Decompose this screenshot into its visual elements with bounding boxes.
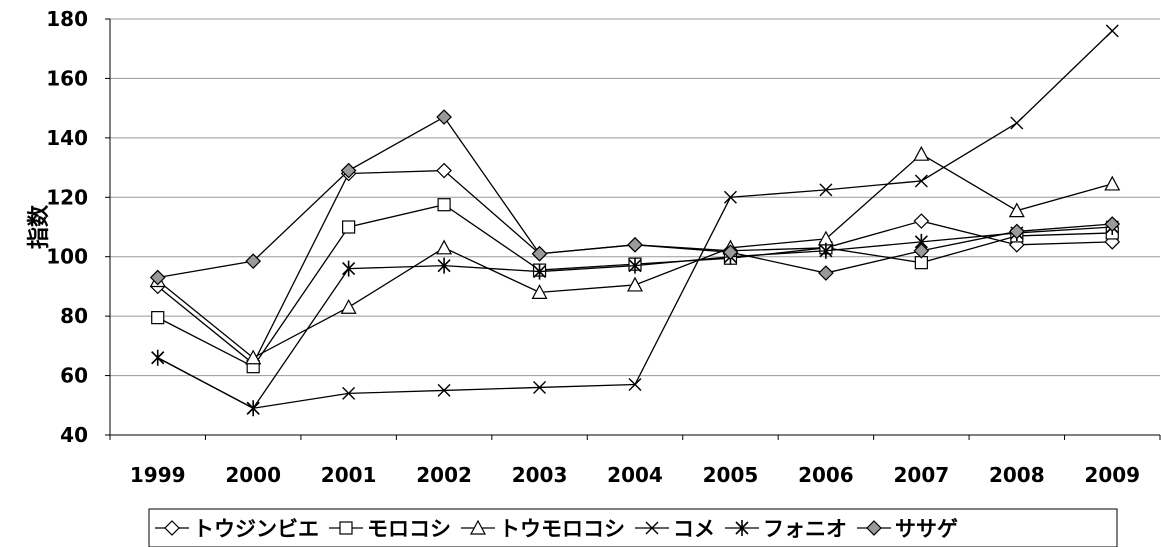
data-point: [913, 242, 930, 259]
legend-label: モロコシ: [367, 517, 451, 541]
y-tick-label: 60: [60, 364, 88, 388]
data-point: [1104, 175, 1121, 191]
data-point: [1010, 116, 1024, 130]
x-tick-label: 1999: [130, 463, 186, 487]
data-point: [342, 220, 356, 234]
legend-label: トウジンビエ: [193, 517, 319, 541]
legend-label: フォニオ: [763, 517, 847, 541]
data-point: [531, 245, 548, 262]
legend-item: コメ: [635, 517, 715, 541]
x-tick-label: 2008: [989, 463, 1045, 487]
data-point: [342, 386, 356, 400]
data-point: [723, 190, 737, 204]
data-point: [819, 183, 833, 197]
y-tick-labels: 40 60 80 100 120 140 160 180: [46, 7, 88, 447]
data-point: [722, 244, 739, 261]
x-tick-label: 2007: [894, 463, 950, 487]
data-point: [531, 284, 548, 299]
axes: [105, 18, 1161, 440]
y-tick-label: 140: [46, 126, 88, 150]
y-tick-label: 160: [46, 66, 88, 90]
data-point: [151, 349, 165, 366]
data-point: [246, 400, 260, 417]
data-point: [436, 239, 453, 255]
x-tick-label: 2004: [607, 463, 663, 487]
data-point: [1104, 216, 1121, 232]
legend-box: [148, 508, 1118, 547]
data-point: [819, 242, 833, 259]
data-point: [818, 265, 834, 281]
series-line: [157, 226, 1113, 410]
series-line: [157, 153, 1113, 359]
x-tick-labels: 1999 2000 2001 2002 2003 2004 2005 2006 2007 2008…: [130, 463, 1140, 487]
data-point: [245, 253, 262, 270]
x-tick-label: 2009: [1084, 463, 1140, 487]
data-point: [149, 269, 166, 286]
y-tick-label: 180: [46, 7, 88, 31]
data-point: [626, 276, 644, 292]
data-point: [1008, 202, 1025, 218]
gridlines: [110, 18, 1160, 377]
x-tick-label: 2003: [512, 463, 568, 487]
series-2: [149, 145, 1121, 365]
series-3: [151, 24, 1119, 415]
series-4: [151, 219, 1119, 417]
y-tick-label: 100: [46, 245, 88, 269]
x-tick-label: 2002: [416, 463, 472, 487]
legend-marker: [339, 521, 353, 535]
x-tick-label: 2000: [225, 463, 281, 487]
legend-item: フォニオ: [725, 517, 847, 541]
y-axis-label: 指数: [26, 204, 52, 249]
legend: トウジンビエ モロコシ トウモロコシ コメ フォニオ ササゲ: [148, 508, 1118, 547]
data-point: [913, 213, 930, 229]
data-point: [532, 263, 547, 280]
data-point: [533, 380, 547, 394]
data-point: [436, 109, 452, 125]
legend-label: トウモロコシ: [499, 517, 625, 541]
series-5: [149, 109, 1121, 286]
data-point: [913, 145, 930, 161]
data-point: [1105, 24, 1119, 38]
x-tick-label: 2001: [321, 463, 377, 487]
legend-marker: [735, 520, 749, 536]
data-point: [914, 174, 928, 188]
legend-marker: [469, 519, 487, 535]
data-point: [628, 377, 642, 391]
y-tick-label: 80: [60, 304, 88, 328]
legend-label: ササゲ: [895, 517, 958, 541]
series-group: [149, 24, 1121, 417]
data-point: [437, 383, 451, 397]
data-point: [436, 162, 452, 179]
x-tick-label: 2005: [703, 463, 759, 487]
data-point: [342, 260, 356, 277]
y-tick-label: 120: [46, 185, 88, 209]
x-tick-label: 2006: [798, 463, 854, 487]
data-point: [340, 162, 357, 179]
legend-label: コメ: [673, 517, 715, 541]
data-point: [1008, 223, 1025, 240]
legend-marker: [645, 521, 659, 535]
legend-item: トウジンビエ: [155, 517, 319, 541]
legend-marker: [164, 520, 180, 536]
legend-item: ササゲ: [857, 517, 958, 541]
data-point: [437, 257, 451, 274]
series-line: [157, 30, 1113, 409]
data-point: [151, 311, 165, 325]
data-point: [628, 257, 642, 274]
y-tick-label: 40: [60, 423, 88, 447]
legend-marker: [866, 520, 882, 536]
data-point: [340, 298, 357, 314]
data-point: [437, 198, 451, 212]
data-point: [245, 349, 262, 365]
legend-item: モロコシ: [329, 517, 451, 541]
legend-item: トウモロコシ: [461, 517, 625, 541]
data-point: [627, 236, 643, 253]
